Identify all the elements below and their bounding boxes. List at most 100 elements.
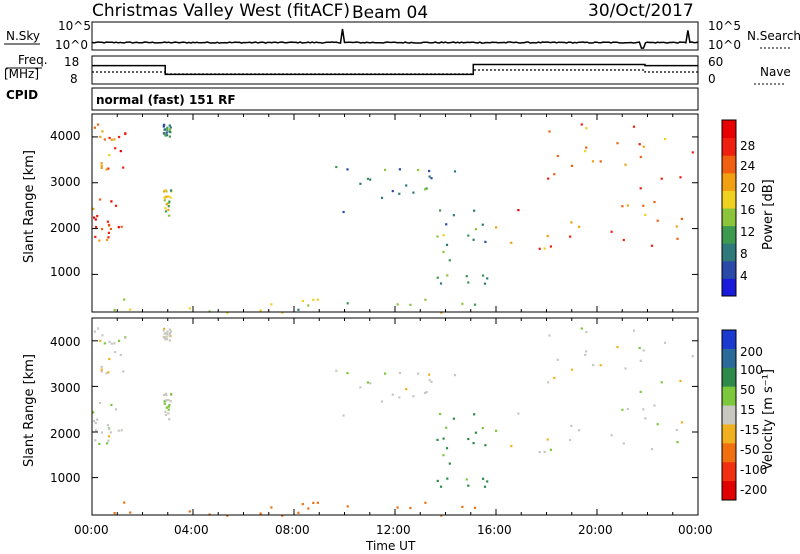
power-point	[653, 200, 656, 204]
power-point	[440, 311, 443, 314]
power-point	[417, 168, 420, 172]
velocity-point	[569, 438, 572, 442]
velocity-point	[680, 421, 683, 424]
velocity-point	[417, 372, 420, 375]
power-point	[123, 298, 126, 301]
velocity-point	[162, 336, 166, 339]
velocity-point	[92, 411, 95, 414]
velocity-point	[398, 371, 401, 375]
power-point	[164, 210, 168, 213]
power-point	[95, 225, 98, 229]
velocity-point	[105, 372, 108, 375]
power-point	[398, 192, 401, 195]
velocity-point	[484, 444, 487, 447]
power-point	[396, 303, 399, 306]
power-point	[105, 168, 108, 171]
velocity-point	[396, 506, 399, 509]
velocity-point	[446, 477, 449, 480]
power-colorbar-swatch	[722, 260, 736, 279]
power-point	[585, 146, 588, 149]
power-point	[168, 214, 171, 217]
power-point	[424, 298, 427, 301]
velocity-point	[93, 330, 96, 333]
velocity-point	[166, 333, 169, 336]
velocity-point	[270, 506, 273, 509]
velocity-point	[664, 341, 667, 344]
noise-right-label: N.Search	[747, 29, 800, 43]
vel-cbar-label: Velocity [m s⁻¹]	[761, 369, 776, 470]
velocity-point	[473, 506, 477, 509]
power-cbar-tick-16: 16	[740, 203, 755, 217]
power-point	[114, 204, 118, 207]
power-point	[342, 210, 345, 214]
noise-left-tick-top: 10^5	[58, 19, 91, 33]
power-point	[546, 235, 549, 238]
velocity-point	[621, 408, 624, 411]
velocity-point	[660, 381, 663, 384]
velocity-point	[164, 410, 167, 413]
power-colorbar-swatch	[722, 190, 736, 209]
velocity-point	[119, 353, 122, 357]
power-point	[584, 150, 587, 153]
velocity-ylabel: Slant Range [km]	[22, 354, 37, 467]
velocity-point	[622, 442, 625, 445]
vel-cbar-tick-m200: -200	[740, 483, 767, 497]
power-point	[166, 129, 169, 132]
velocity-point	[107, 371, 110, 374]
power-point	[639, 187, 642, 190]
power-point	[118, 135, 121, 139]
power-point	[122, 166, 125, 169]
power-point	[481, 223, 484, 226]
power-point	[98, 239, 101, 242]
nave-label: Nave	[760, 65, 791, 79]
velocity-point	[94, 439, 97, 442]
velocity-point	[168, 334, 171, 337]
velocity-point	[168, 404, 171, 407]
velocity-point	[584, 353, 587, 356]
velocity-point	[425, 391, 428, 394]
power-point	[391, 190, 394, 193]
power-point	[101, 130, 104, 133]
power-point	[626, 204, 629, 207]
velocity-point	[436, 438, 439, 441]
velocity-point	[122, 370, 125, 373]
velocity-point	[316, 501, 319, 504]
velocity-point	[96, 418, 99, 421]
power-point	[168, 135, 171, 138]
velocity-point	[467, 484, 470, 487]
power-point	[570, 164, 574, 167]
power-cbar-tick-4: 4	[740, 269, 748, 283]
velocity-point	[547, 381, 550, 384]
velocity-point	[114, 351, 117, 354]
power-point	[94, 235, 97, 238]
power-point	[473, 303, 477, 306]
velocity-point	[624, 367, 627, 370]
velocity-point	[676, 441, 679, 444]
power-point	[117, 226, 120, 229]
power-point	[467, 281, 470, 284]
power-point	[676, 237, 679, 240]
power-point	[164, 134, 167, 137]
velocity-point	[556, 358, 559, 361]
freq-left-tick-top: 18	[64, 55, 79, 69]
power-cbar-tick-12: 12	[740, 225, 755, 239]
velocity-point	[110, 342, 113, 345]
power-point	[166, 126, 169, 129]
power-point	[660, 177, 663, 180]
power-point	[168, 200, 171, 203]
power-point	[472, 238, 475, 241]
power-point	[108, 154, 111, 157]
velocity-point	[346, 505, 349, 508]
noise-left-label: N.Sky	[6, 29, 40, 43]
velocity-panel: Slant Range [km] 4000 3000 2000 1000 200…	[22, 317, 776, 517]
power-point	[445, 243, 449, 246]
power-point	[113, 138, 116, 141]
velocity-point	[570, 368, 574, 371]
velocity-point	[642, 408, 645, 411]
power-colorbar-swatch	[722, 120, 736, 139]
power-cbar-tick-8: 8	[740, 247, 748, 261]
power-point	[650, 244, 654, 247]
power-point	[483, 282, 487, 285]
velocity-point	[430, 380, 433, 383]
